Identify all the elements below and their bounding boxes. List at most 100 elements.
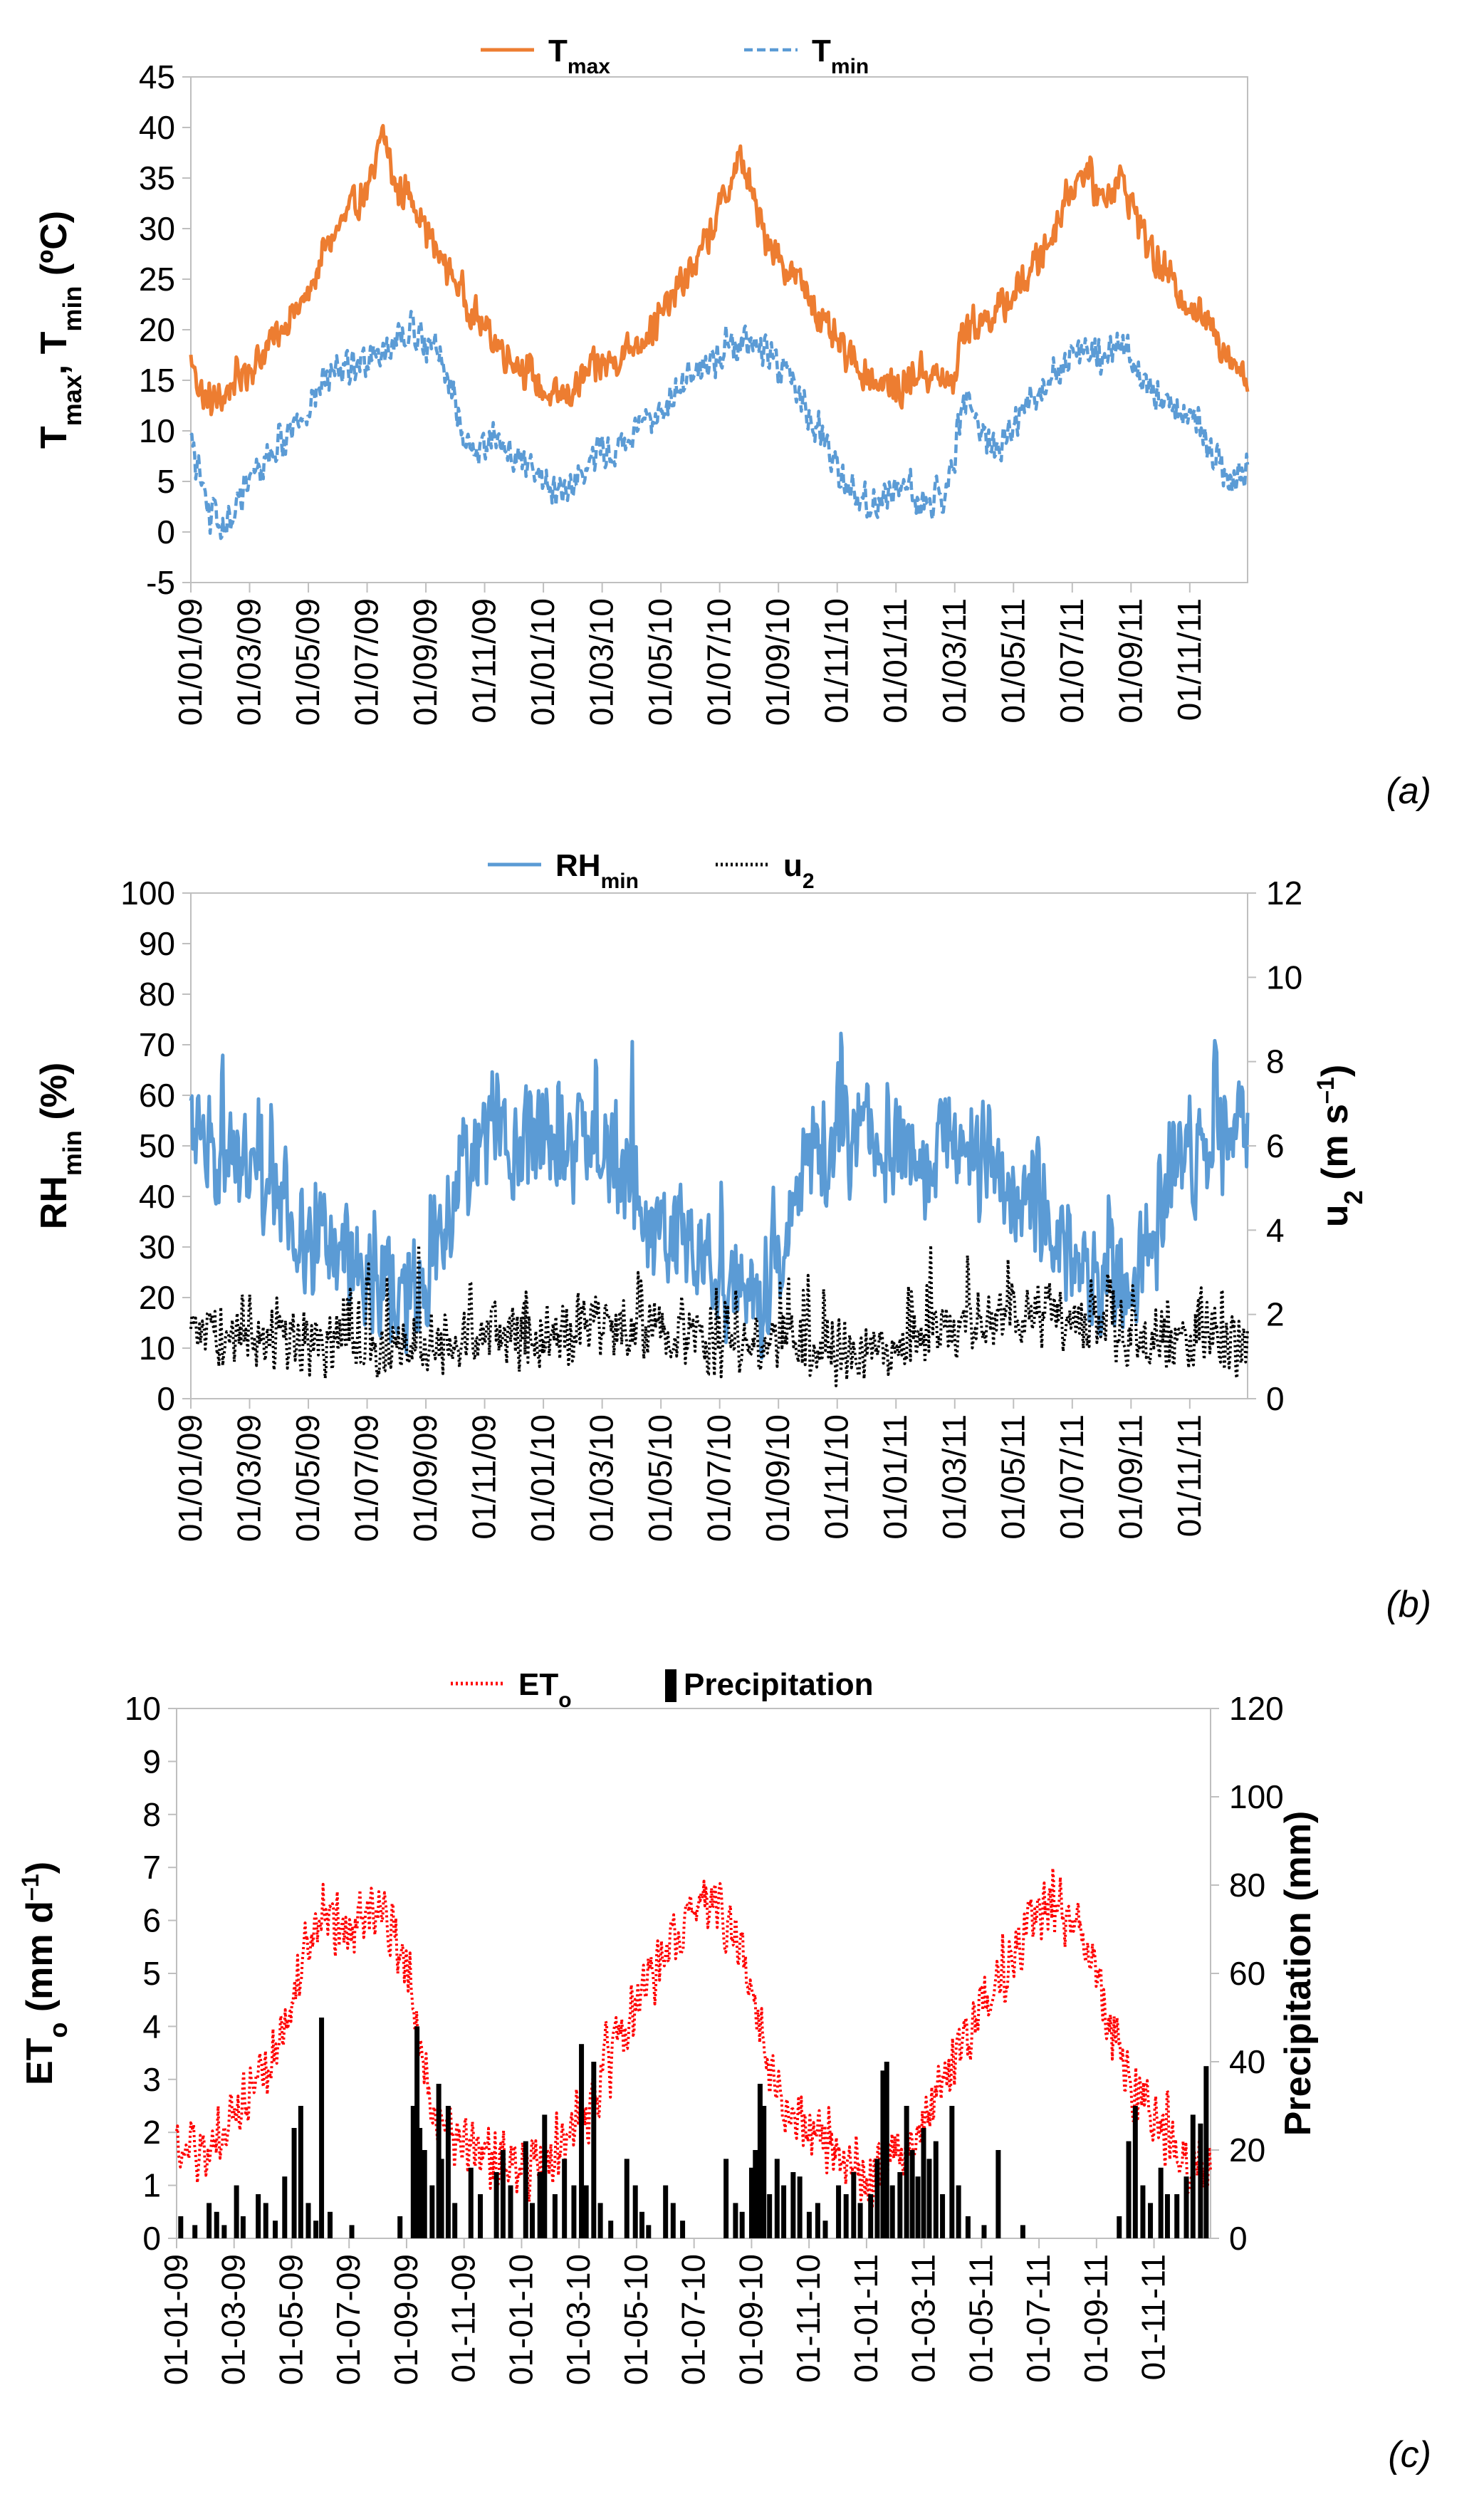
precipitation-bar	[1140, 2185, 1146, 2238]
precipitation-bar	[880, 2070, 886, 2238]
y-right-tick-label: 60	[1229, 1955, 1265, 1992]
legend-label-u2: u2	[783, 848, 815, 893]
precipitation-bar	[790, 2172, 796, 2238]
precipitation-bar	[822, 2221, 828, 2238]
y-tick-label: 15	[139, 362, 175, 399]
x-tick-label: 01/01/09	[172, 1414, 209, 1542]
precipitation-bar	[608, 2221, 614, 2238]
legend-swatch-bar	[665, 1669, 676, 1702]
precipitation-bar	[192, 2225, 198, 2238]
y-tick-label: 45	[139, 58, 175, 95]
x-tick-label: 01/05/10	[642, 1414, 679, 1542]
precipitation-bar	[1183, 2176, 1189, 2238]
y-tick-label: 0	[157, 1380, 175, 1417]
chart-panel-a: -5 0 5 10 15 20 25 30 35 40 45 01/01/09 01/03/09 01/0…	[33, 33, 1431, 812]
series-line-rhmin	[189, 1031, 1250, 1360]
x-tick-label: 01-07-11	[1020, 2254, 1057, 2383]
precipitation-bar	[909, 2150, 915, 2238]
precipitation-bar	[915, 2176, 921, 2238]
precipitation-bar	[639, 2211, 645, 2238]
precipitation-bar	[305, 2203, 311, 2238]
precipitation-bar	[422, 2150, 427, 2238]
y-tick-label: 2	[142, 2114, 161, 2151]
y-axis-title: ETo (mm d–1)	[17, 1862, 73, 2085]
y-tick-label: 80	[139, 976, 175, 1013]
precipitation-bar	[523, 2141, 528, 2238]
precipitation-bar	[781, 2185, 787, 2238]
x-tick-label: 01/11/10	[818, 598, 855, 724]
precipitation-bar	[739, 2211, 745, 2238]
precipitation-bar	[1132, 2106, 1138, 2238]
precipitation-bar	[624, 2159, 629, 2238]
precipitation-bar	[591, 2062, 597, 2238]
precipitation-bar	[530, 2203, 535, 2238]
precipitation-bar	[940, 2194, 946, 2238]
precipitation-bar	[956, 2185, 961, 2238]
x-tick-label: 01/01/10	[524, 1414, 561, 1542]
y-right-tick-label: 0	[1266, 1380, 1285, 1417]
x-tick-label: 01/07/11	[1053, 598, 1090, 724]
precipitation-bar	[897, 2172, 903, 2238]
precipitation-bar	[774, 2159, 780, 2238]
precipitation-bar	[965, 2216, 971, 2238]
precipitation-bar	[1198, 2123, 1203, 2238]
series-eto	[175, 1867, 1212, 2210]
precipitation-bar	[815, 2203, 820, 2238]
y-tick-label: 50	[139, 1127, 175, 1164]
precipitation-bar	[493, 2172, 499, 2238]
precipitation-bar	[1148, 2203, 1154, 2238]
x-tick-label: 01/03/10	[583, 598, 620, 726]
y-axis-title: Tmax, Tmin (ºC)	[33, 211, 87, 449]
y-right-tick-label: 8	[1266, 1043, 1285, 1080]
legend-label-precip: Precipitation	[684, 1667, 874, 1702]
precipitation-bar	[632, 2185, 638, 2238]
precipitation-bar	[429, 2185, 435, 2238]
y-tick-label: 7	[142, 1849, 161, 1886]
y-tick-label: 20	[139, 311, 175, 348]
x-tick-label: 01-11-09	[445, 2254, 482, 2383]
precipitation-bar	[723, 2159, 729, 2238]
y-tick-label: 5	[157, 463, 175, 500]
precipitation-bar	[1158, 2167, 1164, 2238]
precipitation-bar	[542, 2114, 548, 2238]
precipitation-bar	[410, 2106, 416, 2238]
x-tick-label: 01/01/09	[172, 598, 209, 726]
precipitation-bar	[996, 2150, 1001, 2238]
y-right-tick-label: 6	[1266, 1127, 1285, 1164]
precipitation-bar	[240, 2216, 246, 2238]
x-tick-label: 01/03/09	[231, 598, 268, 726]
y-tick-label: 1	[142, 2167, 161, 2204]
x-tick-label: 01-01-11	[847, 2254, 884, 2383]
precipitation-bar	[646, 2225, 652, 2238]
precipitation-bar	[1164, 2194, 1170, 2238]
precipitation-bar	[904, 2106, 909, 2238]
precipitation-bar	[571, 2185, 577, 2238]
y-tick-label: 40	[139, 109, 175, 146]
precipitation-bar	[836, 2185, 842, 2238]
precipitation-bar	[663, 2185, 669, 2238]
x-tick-label: 01-09-11	[1077, 2254, 1114, 2383]
x-tick-label: 01/05/11	[994, 1414, 1031, 1540]
precipitation-bar	[298, 2106, 303, 2238]
x-tick-label: 01/03/11	[936, 1414, 973, 1540]
y-right-tick-label: 2	[1266, 1296, 1285, 1333]
x-tick-label: 01-03-10	[560, 2254, 597, 2385]
x-tick-label: 01/05/10	[642, 598, 679, 726]
y-tick-label: 35	[139, 160, 175, 197]
x-tick-label: 01/11/09	[466, 1414, 503, 1540]
y-tick-label: 8	[142, 1796, 161, 1833]
precipitation-bar	[933, 2141, 939, 2238]
precipitation-bar	[806, 2211, 812, 2238]
x-tick-label: 01/09/11	[1112, 1414, 1149, 1540]
y-tick-label: 40	[139, 1178, 175, 1215]
y-right-tick-label: 12	[1266, 875, 1302, 912]
precipitation-bar	[874, 2159, 880, 2238]
x-tick-label: 01-09-10	[732, 2254, 769, 2385]
x-tick-label: 01-09-09	[387, 2254, 424, 2385]
x-tick-label: 01/03/11	[936, 598, 973, 724]
x-tick-label: 01-03-09	[215, 2254, 252, 2385]
precipitation-bar	[256, 2194, 261, 2238]
y-tick-label: -5	[146, 564, 175, 601]
precipitation-bar	[1190, 2114, 1196, 2238]
panel-label: (c)	[1388, 2434, 1431, 2475]
